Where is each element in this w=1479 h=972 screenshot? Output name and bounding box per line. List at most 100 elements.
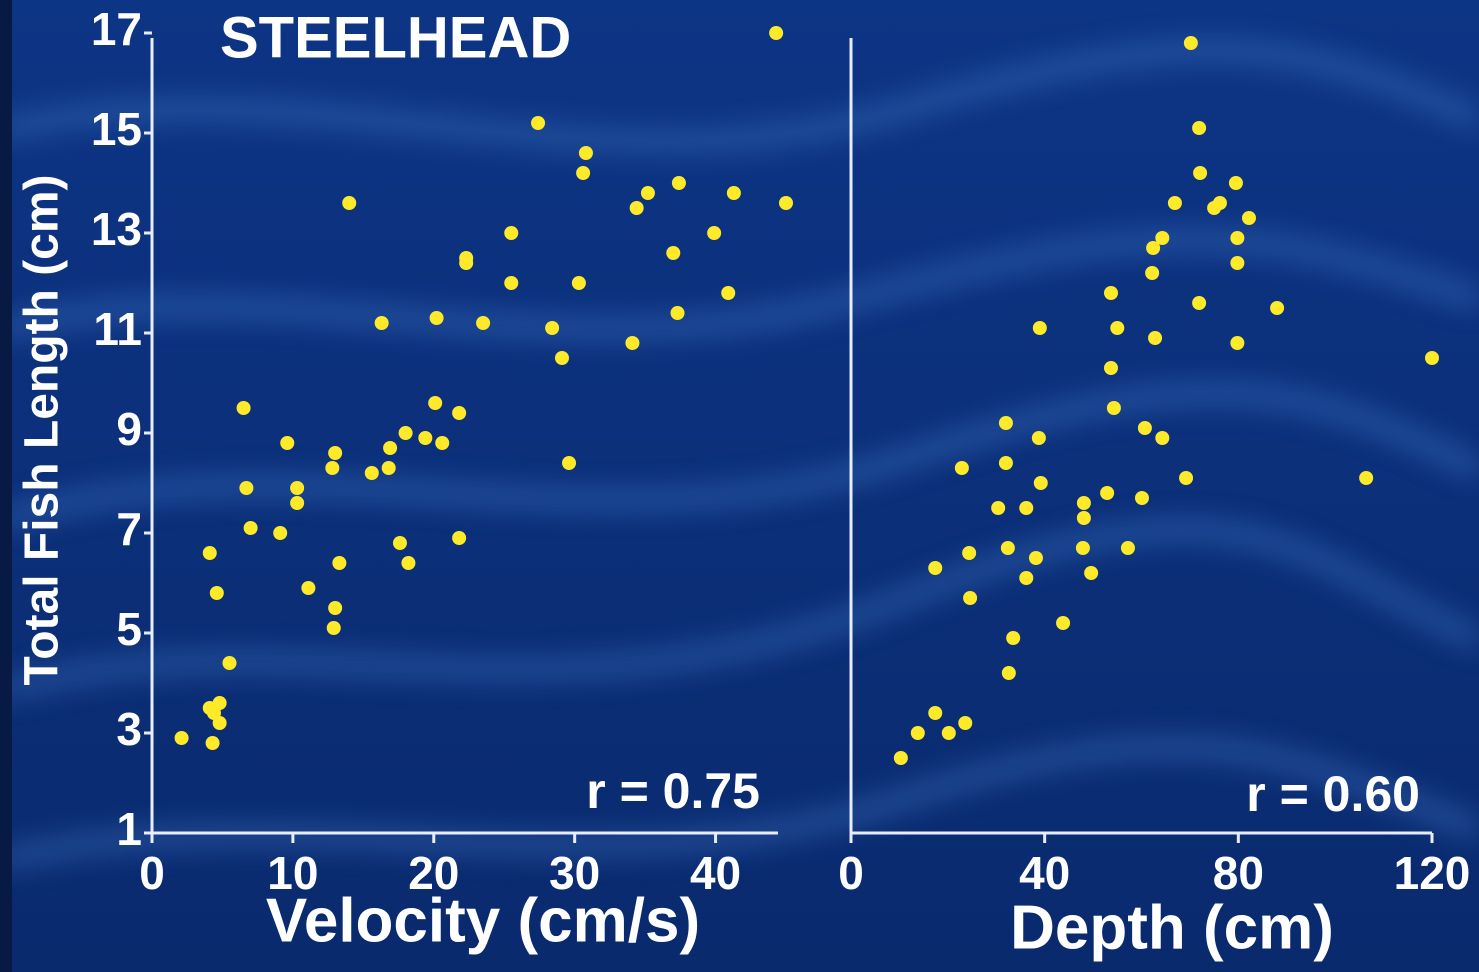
data-point xyxy=(504,226,518,240)
data-point xyxy=(1034,476,1048,490)
data-point xyxy=(430,311,444,325)
data-point xyxy=(1107,401,1121,415)
data-point xyxy=(1032,431,1046,445)
data-point xyxy=(955,461,969,475)
y-tick-label: 9 xyxy=(116,403,142,455)
y-tick-label: 15 xyxy=(91,103,142,155)
data-point xyxy=(382,461,396,475)
data-point xyxy=(504,276,518,290)
data-point xyxy=(213,716,227,730)
data-point xyxy=(290,496,304,510)
data-point xyxy=(727,186,741,200)
data-point xyxy=(1193,166,1207,180)
data-point xyxy=(1100,486,1114,500)
data-point xyxy=(1192,121,1206,135)
x-tick-label: 40 xyxy=(1019,847,1070,899)
data-point xyxy=(928,561,942,575)
data-point xyxy=(459,256,473,270)
chart-title: STEELHEAD xyxy=(220,5,571,70)
data-point xyxy=(1110,321,1124,335)
data-point xyxy=(1146,241,1160,255)
data-point xyxy=(418,431,432,445)
data-point xyxy=(1077,511,1091,525)
data-point xyxy=(531,116,545,130)
data-point xyxy=(325,461,339,475)
y-tick-label: 3 xyxy=(116,703,142,755)
data-point xyxy=(1230,231,1244,245)
data-point xyxy=(579,146,593,160)
data-point xyxy=(1425,351,1439,365)
data-point xyxy=(328,446,342,460)
data-point xyxy=(210,586,224,600)
data-point xyxy=(1242,211,1256,225)
y-tick-label: 1 xyxy=(116,803,142,855)
y-axis-label: Total Fish Length (cm) xyxy=(16,174,69,685)
data-point xyxy=(383,441,397,455)
data-point xyxy=(452,406,466,420)
data-point xyxy=(327,621,341,635)
x-axis-label: Depth (cm) xyxy=(1010,893,1334,962)
data-point xyxy=(393,536,407,550)
data-point xyxy=(562,456,576,470)
data-point xyxy=(999,456,1013,470)
data-point xyxy=(721,286,735,300)
data-point xyxy=(1084,566,1098,580)
correlation-label: r = 0.75 xyxy=(586,763,760,819)
data-point xyxy=(641,186,655,200)
x-axis-label: Velocity (cm/s) xyxy=(266,886,700,955)
y-tick-label: 17 xyxy=(91,3,142,55)
x-tick-label: 0 xyxy=(838,847,864,899)
data-point xyxy=(769,26,783,40)
data-point xyxy=(991,501,1005,515)
correlation-label: r = 0.60 xyxy=(1246,766,1420,822)
data-point xyxy=(1006,631,1020,645)
y-tick-label: 11 xyxy=(93,303,142,355)
data-point xyxy=(1192,296,1206,310)
data-point xyxy=(779,196,793,210)
data-point xyxy=(1230,336,1244,350)
data-point xyxy=(707,226,721,240)
data-point xyxy=(1229,176,1243,190)
data-point xyxy=(1019,501,1033,515)
data-point xyxy=(401,556,415,570)
data-point xyxy=(576,166,590,180)
data-point xyxy=(672,176,686,190)
data-point xyxy=(1002,666,1016,680)
data-point xyxy=(1155,431,1169,445)
data-point xyxy=(301,581,315,595)
data-point xyxy=(476,316,490,330)
data-point xyxy=(237,401,251,415)
x-tick-label: 0 xyxy=(139,847,165,899)
data-point xyxy=(1135,491,1149,505)
data-point xyxy=(280,436,294,450)
data-point xyxy=(175,731,189,745)
data-point xyxy=(342,196,356,210)
data-point xyxy=(375,316,389,330)
data-point xyxy=(1168,196,1182,210)
data-point xyxy=(1056,616,1070,630)
data-point xyxy=(572,276,586,290)
data-point xyxy=(1029,551,1043,565)
data-point xyxy=(1179,471,1193,485)
x-tick-label: 120 xyxy=(1394,847,1471,899)
data-point xyxy=(273,526,287,540)
data-point xyxy=(435,436,449,450)
data-point xyxy=(942,726,956,740)
data-point xyxy=(1138,421,1152,435)
data-point xyxy=(666,246,680,260)
data-point xyxy=(911,726,925,740)
data-point xyxy=(958,716,972,730)
data-point xyxy=(452,531,466,545)
data-point xyxy=(1148,331,1162,345)
data-point xyxy=(1001,541,1015,555)
data-point xyxy=(1121,541,1135,555)
data-point xyxy=(222,656,236,670)
data-point xyxy=(999,416,1013,430)
data-point xyxy=(203,546,217,560)
data-point xyxy=(1213,196,1227,210)
data-point xyxy=(1184,36,1198,50)
data-point xyxy=(365,466,379,480)
chart: STEELHEAD Total Fish Length (cm) 1357911… xyxy=(0,0,1479,972)
data-point xyxy=(1033,321,1047,335)
data-point xyxy=(399,426,413,440)
